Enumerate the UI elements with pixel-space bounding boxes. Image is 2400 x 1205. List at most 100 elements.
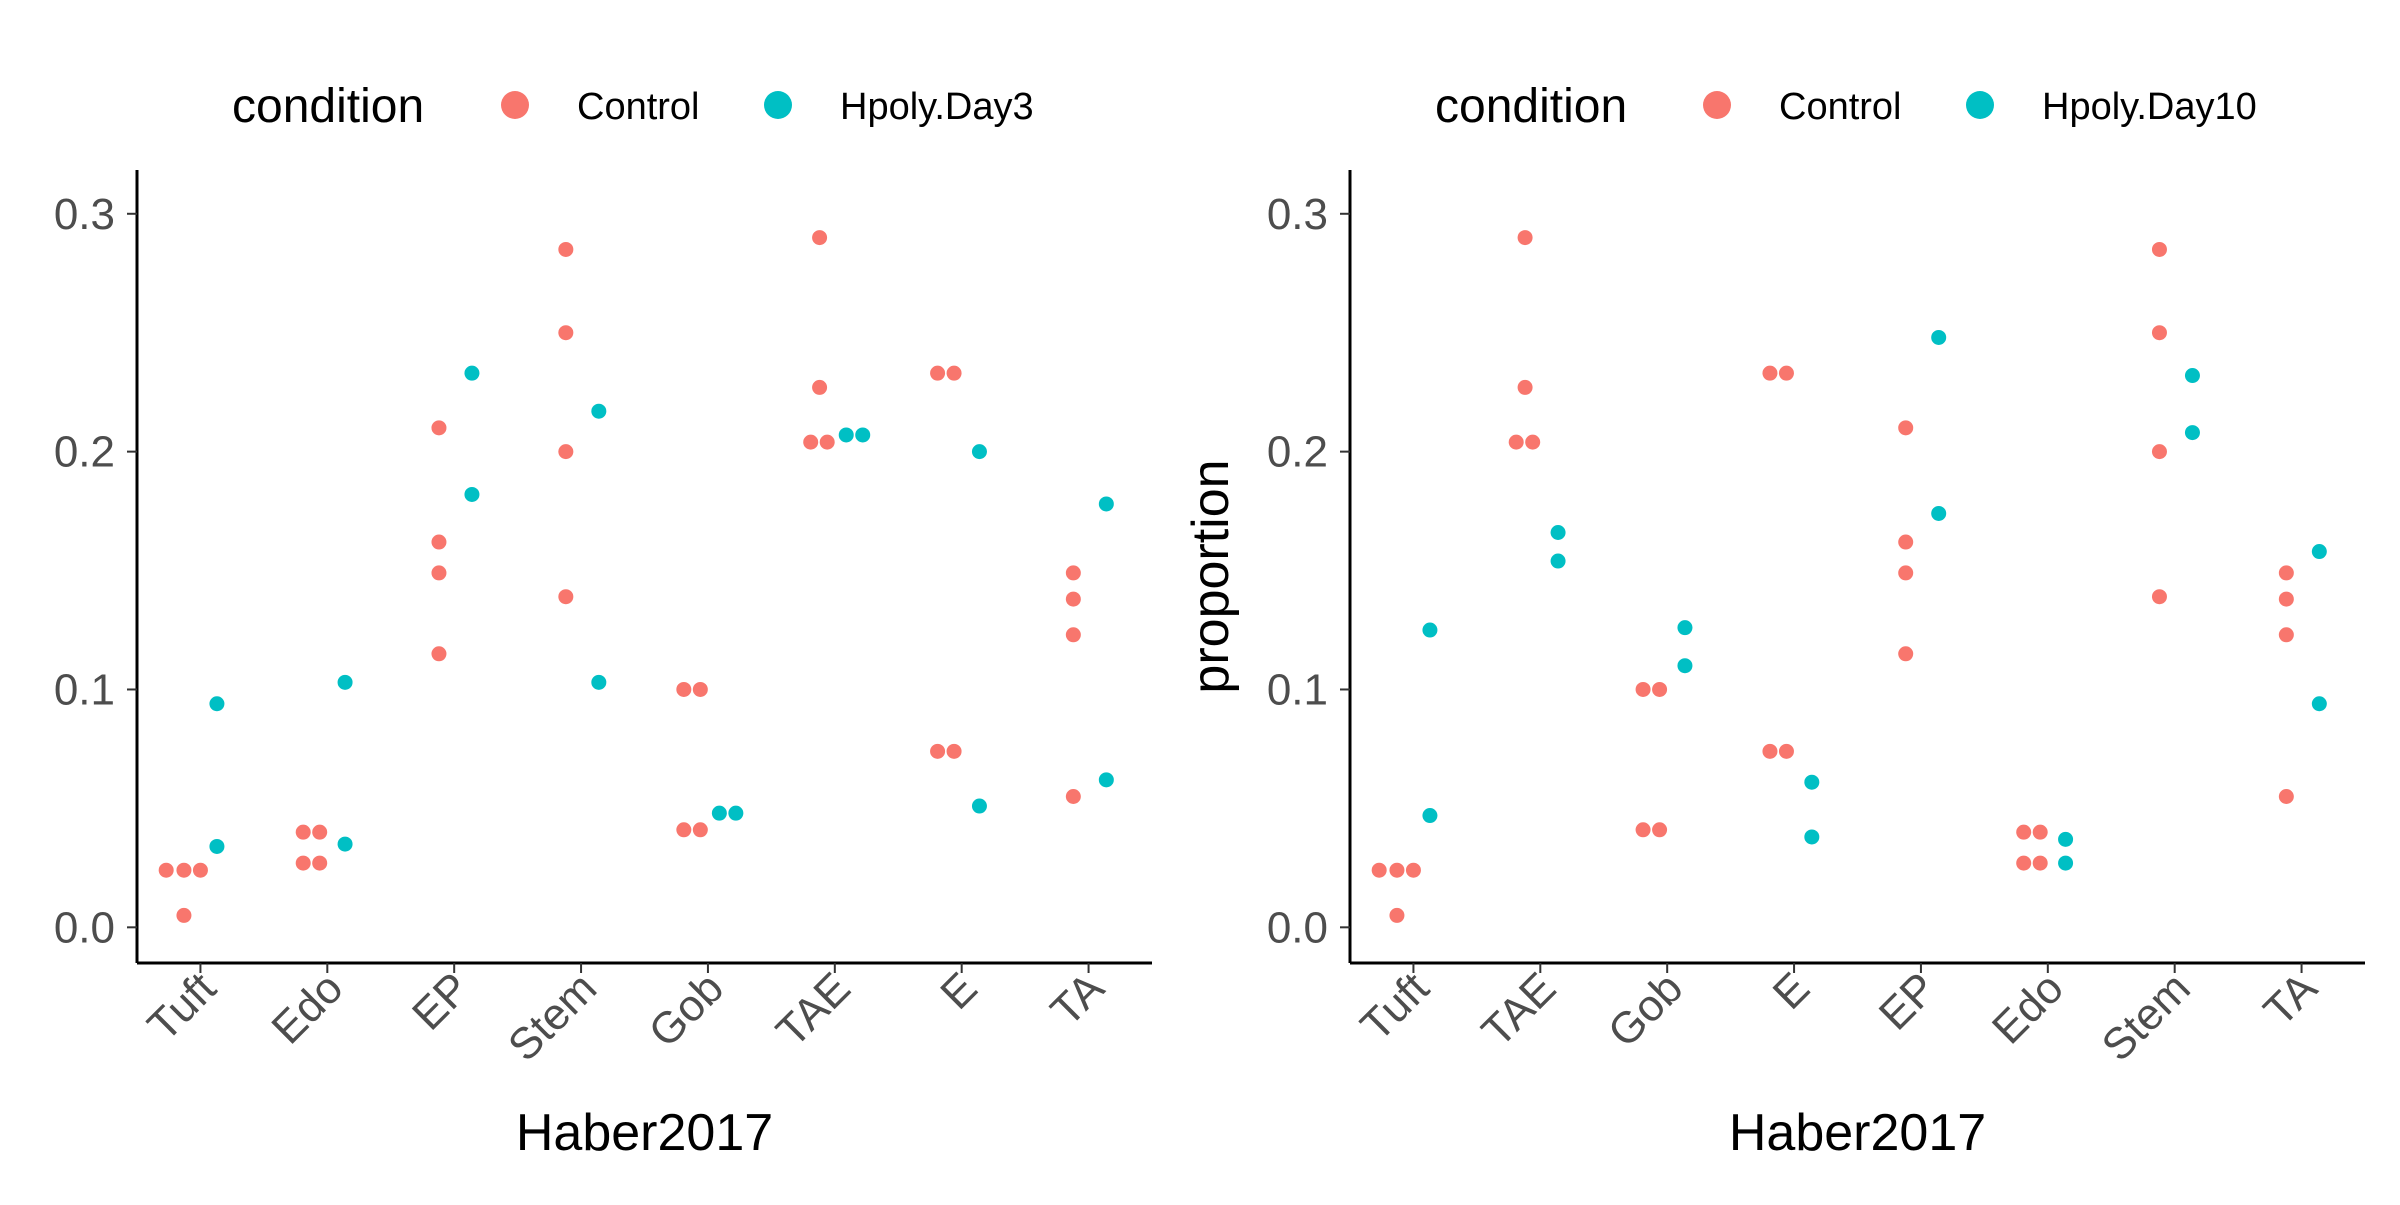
data-point-control bbox=[692, 822, 708, 838]
data-point-control bbox=[1898, 534, 1914, 550]
data-point-control bbox=[2032, 855, 2048, 871]
data-point-control bbox=[2032, 824, 2048, 840]
data-point-hpoly-day3 bbox=[209, 696, 225, 712]
data-point-hpoly-day3 bbox=[464, 365, 480, 381]
right-panel: condition Control Hpoly.Day100.00.10.20.3T… bbox=[1182, 80, 2365, 1162]
data-point-control bbox=[176, 907, 192, 923]
legend-key-1 bbox=[1966, 91, 1994, 119]
data-point-control bbox=[558, 444, 574, 460]
data-point-control bbox=[1635, 681, 1651, 697]
data-point-control bbox=[2016, 824, 2032, 840]
y-tick-label: 0.0 bbox=[54, 903, 115, 952]
data-point-control bbox=[312, 824, 328, 840]
data-point-control bbox=[558, 241, 574, 257]
data-point-control bbox=[431, 565, 447, 581]
data-point-control bbox=[946, 365, 962, 381]
data-point-control bbox=[1778, 743, 1794, 759]
legend-label-1: Hpoly.Day3 bbox=[840, 86, 1034, 128]
data-point-control bbox=[158, 862, 174, 878]
y-tick-label: 0.1 bbox=[1267, 665, 1328, 714]
data-point-control bbox=[1065, 565, 1081, 581]
data-point-hpoly-day3 bbox=[591, 403, 607, 419]
data-point-control bbox=[1517, 379, 1533, 395]
legend-label-0: Control bbox=[577, 86, 700, 128]
data-point-control bbox=[431, 534, 447, 550]
y-tick-label: 0.2 bbox=[1267, 428, 1328, 477]
data-point-control bbox=[2278, 565, 2294, 581]
data-point-control bbox=[558, 589, 574, 605]
data-point-control bbox=[2278, 789, 2294, 805]
data-point-control bbox=[812, 379, 828, 395]
data-point-control bbox=[1652, 822, 1668, 838]
data-point-hpoly-day10 bbox=[2311, 696, 2327, 712]
data-point-control bbox=[295, 855, 311, 871]
data-point-hpoly-day10 bbox=[1422, 622, 1438, 638]
data-point-hpoly-day3 bbox=[337, 674, 353, 690]
data-point-control bbox=[431, 420, 447, 436]
data-point-hpoly-day10 bbox=[2184, 425, 2200, 441]
data-point-hpoly-day3 bbox=[728, 805, 744, 821]
data-point-hpoly-day10 bbox=[1804, 774, 1820, 790]
data-point-hpoly-day3 bbox=[855, 427, 871, 443]
data-point-control bbox=[1517, 230, 1533, 246]
legend-key-1 bbox=[764, 91, 792, 119]
data-point-control bbox=[930, 743, 946, 759]
y-tick-label: 0.1 bbox=[54, 665, 115, 714]
data-point-control bbox=[692, 681, 708, 697]
data-point-control bbox=[295, 824, 311, 840]
data-point-control bbox=[676, 822, 692, 838]
data-point-control bbox=[1898, 646, 1914, 662]
data-point-hpoly-day10 bbox=[2058, 855, 2074, 871]
data-point-hpoly-day3 bbox=[1098, 496, 1114, 512]
data-point-hpoly-day3 bbox=[337, 836, 353, 852]
data-point-hpoly-day10 bbox=[2058, 831, 2074, 847]
data-point-control bbox=[431, 646, 447, 662]
data-point-hpoly-day10 bbox=[1804, 829, 1820, 845]
legend-label-0: Control bbox=[1779, 86, 1902, 128]
data-point-control bbox=[1065, 591, 1081, 607]
x-axis-title: Haber2017 bbox=[1729, 1104, 1986, 1162]
data-point-control bbox=[1762, 743, 1778, 759]
x-axis-title: Haber2017 bbox=[516, 1104, 773, 1162]
data-point-hpoly-day3 bbox=[711, 805, 727, 821]
data-point-control bbox=[1652, 681, 1668, 697]
data-point-hpoly-day3 bbox=[209, 838, 225, 854]
legend-title: condition bbox=[1435, 80, 1627, 133]
data-point-control bbox=[2151, 241, 2167, 257]
data-point-control bbox=[1389, 907, 1405, 923]
legend-key-0 bbox=[1703, 91, 1731, 119]
data-point-control bbox=[930, 365, 946, 381]
data-point-control bbox=[1405, 862, 1421, 878]
data-point-control bbox=[2151, 325, 2167, 341]
data-point-hpoly-day10 bbox=[1422, 808, 1438, 824]
data-point-hpoly-day10 bbox=[1931, 505, 1947, 521]
data-point-hpoly-day10 bbox=[1677, 620, 1693, 636]
legend-key-0 bbox=[501, 91, 529, 119]
data-point-control bbox=[946, 743, 962, 759]
data-point-control bbox=[676, 681, 692, 697]
data-point-control bbox=[1778, 365, 1794, 381]
data-point-control bbox=[2151, 589, 2167, 605]
data-point-hpoly-day10 bbox=[1550, 553, 1566, 569]
y-axis-title: proportion bbox=[1182, 459, 1240, 693]
data-point-hpoly-day3 bbox=[591, 674, 607, 690]
data-point-control bbox=[1371, 862, 1387, 878]
y-tick-label: 0.2 bbox=[54, 428, 115, 477]
data-point-control bbox=[1065, 789, 1081, 805]
legend-label-1: Hpoly.Day10 bbox=[2042, 86, 2257, 128]
data-point-control bbox=[1389, 862, 1405, 878]
y-tick-label: 0.0 bbox=[1267, 903, 1328, 952]
data-point-hpoly-day3 bbox=[464, 486, 480, 502]
data-point-control bbox=[812, 230, 828, 246]
data-point-control bbox=[803, 434, 819, 450]
data-point-control bbox=[176, 862, 192, 878]
data-point-hpoly-day3 bbox=[1098, 772, 1114, 788]
data-point-control bbox=[1525, 434, 1541, 450]
data-point-control bbox=[192, 862, 208, 878]
y-tick-label: 0.3 bbox=[54, 190, 115, 239]
y-tick-label: 0.3 bbox=[1267, 190, 1328, 239]
data-point-control bbox=[2151, 444, 2167, 460]
